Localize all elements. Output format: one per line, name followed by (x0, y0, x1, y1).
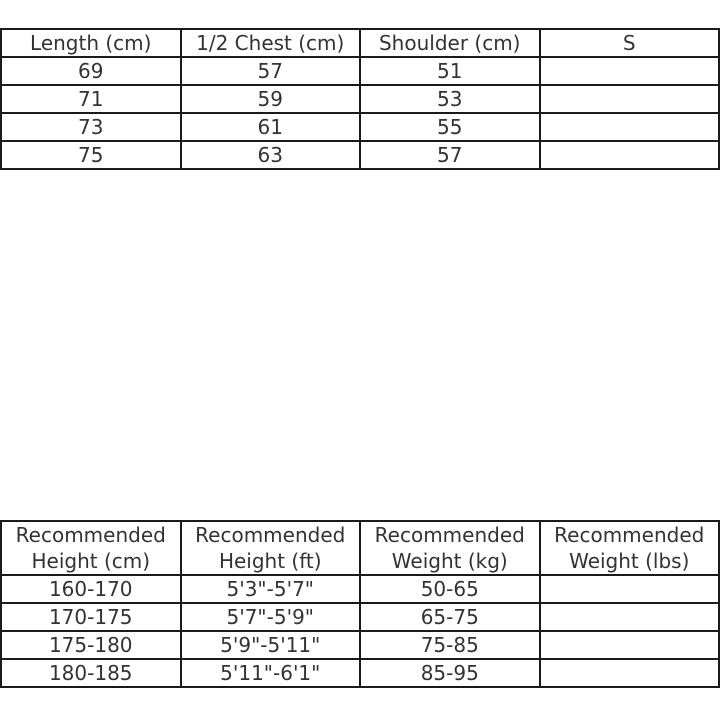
table-cell: 180-185 (0, 658, 182, 688)
table-row: 69 57 51 (0, 56, 720, 86)
cell-text: 65-75 (420, 605, 479, 629)
header-text: Length (cm) (30, 31, 152, 55)
header-text: Recommended Weight (kg) (374, 523, 525, 573)
cell-text: 57 (257, 59, 283, 83)
table-cell: 51 (359, 56, 541, 86)
table-header-row: Length (cm) 1/2 Chest (cm) Shoulder (cm)… (0, 28, 720, 58)
header-text: S (622, 31, 636, 55)
table-cell (538, 140, 720, 170)
cell-text: 85-95 (420, 661, 479, 685)
table-cell: 71 (0, 84, 182, 114)
cell-text: 73 (78, 115, 104, 139)
cell-text: 5'11"-6'1" (220, 661, 321, 685)
cell-text: 69 (78, 59, 104, 83)
cell-text: 50-65 (420, 577, 479, 601)
header-text: Recommended Height (cm) (15, 523, 166, 573)
table-row: 75 63 57 (0, 140, 720, 170)
cell-text: 175-180 (48, 633, 133, 657)
table-cell (538, 112, 720, 142)
header-text: Recommended Weight (lbs) (554, 523, 705, 573)
measurements-table: Length (cm) 1/2 Chest (cm) Shoulder (cm)… (0, 28, 720, 170)
header-text: 1/2 Chest (cm) (196, 31, 345, 55)
header-text: Shoulder (cm) (378, 31, 521, 55)
table-cell: 5'9"-5'11" (179, 630, 361, 660)
table-cell: 85-95 (359, 658, 541, 688)
table-cell: 63 (179, 140, 361, 170)
table-cell: 73 (0, 112, 182, 142)
cell-text: 5'3"-5'7" (226, 577, 314, 601)
cell-text: 57 (437, 143, 463, 167)
header-cell: Recommended Weight (kg) (359, 520, 541, 576)
table-cell (538, 630, 720, 660)
table-cell: 69 (0, 56, 182, 86)
recommendation-table: Recommended Height (cm) Recommended Heig… (0, 520, 720, 688)
table-cell: 65-75 (359, 602, 541, 632)
table-cell: 75 (0, 140, 182, 170)
cell-text: 51 (437, 59, 463, 83)
table-row: 180-185 5'11"-6'1" 85-95 (0, 658, 720, 688)
cell-text: 63 (257, 143, 283, 167)
table-cell: 75-85 (359, 630, 541, 660)
header-text: Recommended Height (ft) (195, 523, 346, 573)
table-cell: 170-175 (0, 602, 182, 632)
header-cell: Shoulder (cm) (359, 28, 541, 58)
header-cell: Recommended Height (ft) (179, 520, 361, 576)
table-cell: 175-180 (0, 630, 182, 660)
table-cell: 50-65 (359, 574, 541, 604)
table-row: 175-180 5'9"-5'11" 75-85 (0, 630, 720, 660)
table-cell (538, 56, 720, 86)
table-row: 160-170 5'3"-5'7" 50-65 (0, 574, 720, 604)
cell-text: 180-185 (48, 661, 133, 685)
cell-text: 160-170 (48, 577, 133, 601)
table-cell: 59 (179, 84, 361, 114)
table-cell: 61 (179, 112, 361, 142)
table-cell: 5'7"-5'9" (179, 602, 361, 632)
cell-text: 75 (78, 143, 104, 167)
table-cell: 160-170 (0, 574, 182, 604)
cell-text: 75-85 (420, 633, 479, 657)
table-cell: 5'11"-6'1" (179, 658, 361, 688)
table-row: 73 61 55 (0, 112, 720, 142)
cell-text: 170-175 (48, 605, 133, 629)
cell-text: 71 (78, 87, 104, 111)
table-cell: 55 (359, 112, 541, 142)
table-row: 71 59 53 (0, 84, 720, 114)
cell-text: 59 (257, 87, 283, 111)
table-cell (538, 84, 720, 114)
table-header-row: Recommended Height (cm) Recommended Heig… (0, 520, 720, 576)
table-cell (538, 658, 720, 688)
header-cell: S (538, 28, 720, 58)
table-cell: 57 (359, 140, 541, 170)
header-cell: 1/2 Chest (cm) (179, 28, 361, 58)
cell-text: 5'7"-5'9" (226, 605, 314, 629)
table-cell: 57 (179, 56, 361, 86)
cell-text: 5'9"-5'11" (220, 633, 321, 657)
header-cell: Length (cm) (0, 28, 182, 58)
table-row: 170-175 5'7"-5'9" 65-75 (0, 602, 720, 632)
header-cell: Recommended Weight (lbs) (538, 520, 720, 576)
cell-text: 55 (437, 115, 463, 139)
table-cell: 5'3"-5'7" (179, 574, 361, 604)
table-cell: 53 (359, 84, 541, 114)
header-cell: Recommended Height (cm) (0, 520, 182, 576)
table-cell (538, 574, 720, 604)
cell-text: 61 (257, 115, 283, 139)
table-cell (538, 602, 720, 632)
cell-text: 53 (437, 87, 463, 111)
